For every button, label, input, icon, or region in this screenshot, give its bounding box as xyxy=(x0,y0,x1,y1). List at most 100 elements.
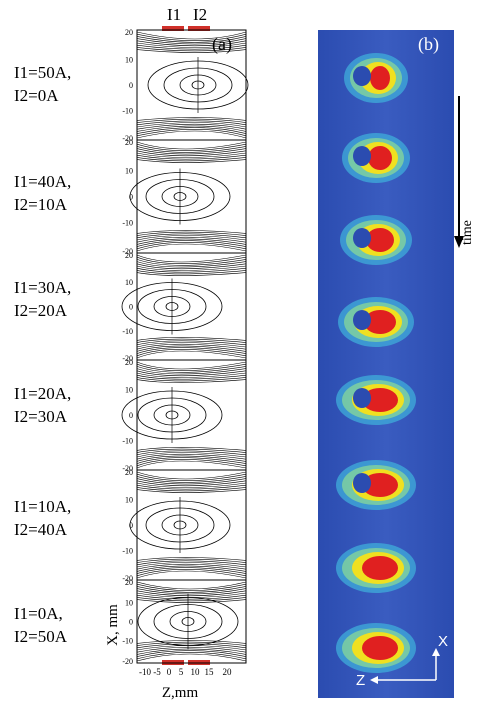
beam-core xyxy=(366,228,394,252)
field-line-bottom xyxy=(136,653,247,662)
row-2-i1: I1=40A, xyxy=(14,172,72,191)
field-line-top xyxy=(136,49,247,53)
field-line-bottom xyxy=(136,460,247,469)
field-line-top xyxy=(136,267,247,273)
field-line-top xyxy=(136,270,247,275)
field-line-top xyxy=(136,581,247,590)
y-tick-label: -20 xyxy=(122,354,133,363)
y-tick-label: 20 xyxy=(125,138,133,147)
y-tick-label: -10 xyxy=(122,436,133,445)
y-tick-label: -10 xyxy=(122,546,133,555)
y-tick-label: -20 xyxy=(122,247,133,256)
field-line-bottom xyxy=(136,450,247,456)
field-line-top xyxy=(136,154,247,160)
row-4-i2: I2=30A xyxy=(14,407,68,426)
beam-core xyxy=(362,473,398,497)
field-line-bottom xyxy=(136,447,247,451)
field-line-top xyxy=(136,146,247,153)
beam-hole xyxy=(353,66,371,86)
row-4-i1: I1=20A, xyxy=(14,384,72,403)
field-line-top xyxy=(136,363,247,371)
field-line-top xyxy=(136,272,247,276)
beam-hole xyxy=(353,388,371,408)
field-line-top xyxy=(136,361,247,370)
field-line-top xyxy=(136,597,247,602)
panel-b-letter: (b) xyxy=(418,34,439,54)
y-axis-label: X, mm xyxy=(105,604,121,646)
beam-hole xyxy=(353,146,371,166)
field-line-bottom xyxy=(136,127,247,134)
field-line-bottom xyxy=(136,557,247,561)
y-tick-label: 0 xyxy=(129,521,133,530)
field-line-bottom xyxy=(136,562,247,568)
x-axis-label: Z,mm xyxy=(162,685,199,701)
field-line-bottom xyxy=(136,118,247,123)
field-line-top xyxy=(136,478,247,485)
row-6-i1: I1=0A, xyxy=(14,604,63,623)
field-line-bottom xyxy=(136,123,247,130)
field-line-top xyxy=(136,42,247,48)
field-line-top xyxy=(136,586,247,593)
field-line-bottom xyxy=(136,243,247,252)
y-tick-label: 10 xyxy=(125,598,133,607)
panel-a-contours: I1 I220100-10-2020100-10-2020100-10-20201… xyxy=(105,5,249,701)
field-line-top xyxy=(136,374,247,380)
field-line-top xyxy=(136,148,247,155)
field-line-bottom xyxy=(136,565,247,572)
field-line-top xyxy=(136,159,247,163)
field-line-top xyxy=(136,40,247,47)
y-tick-label: -10 xyxy=(122,106,133,115)
row-5-i1: I1=10A, xyxy=(14,497,72,516)
x-tick-label: 15 xyxy=(205,667,215,677)
y-tick-label: 20 xyxy=(125,468,133,477)
y-tick-label: 10 xyxy=(125,56,133,65)
field-line-bottom xyxy=(136,646,247,653)
top-label-i2: I2 xyxy=(193,5,207,24)
field-line-top xyxy=(136,31,247,40)
field-line-bottom xyxy=(136,242,247,250)
beam-frame xyxy=(338,297,414,347)
x-tick-label: 10 xyxy=(191,667,201,677)
field-line-bottom xyxy=(136,453,247,460)
beam-hole xyxy=(353,228,371,248)
field-line-bottom xyxy=(136,130,247,139)
field-line-top xyxy=(136,379,247,383)
field-line-top xyxy=(136,368,247,375)
field-line-bottom xyxy=(136,558,247,563)
field-line-bottom xyxy=(136,350,247,359)
field-line-top xyxy=(136,476,247,483)
x-direction-arrowhead xyxy=(432,648,440,656)
field-line-bottom xyxy=(136,455,247,462)
beam-core xyxy=(362,636,398,660)
y-tick-label: -20 xyxy=(122,574,133,583)
field-line-top xyxy=(136,473,247,481)
beam-frame xyxy=(340,215,412,265)
field-line-top xyxy=(136,590,247,597)
y-tick-label: 20 xyxy=(125,28,133,37)
field-line-top xyxy=(136,588,247,595)
beam-frame xyxy=(344,53,408,103)
field-line-bottom xyxy=(136,347,247,354)
time-label: time xyxy=(460,220,475,245)
field-line-top xyxy=(136,152,247,158)
field-line-bottom xyxy=(136,125,247,132)
field-line-bottom xyxy=(136,122,247,128)
subplot-frame xyxy=(136,579,247,664)
row-3-i2: I2=20A xyxy=(14,301,68,320)
field-line-bottom xyxy=(136,338,247,343)
y-tick-label: 20 xyxy=(125,251,133,260)
field-line-top xyxy=(136,256,247,264)
field-line-top xyxy=(136,36,247,43)
field-line-top xyxy=(136,259,247,266)
y-tick-label: 10 xyxy=(125,167,133,176)
y-tick-label: 20 xyxy=(125,358,133,367)
field-line-top xyxy=(136,33,247,41)
field-line-top xyxy=(136,150,247,157)
field-line-bottom xyxy=(136,563,247,570)
beam-core xyxy=(362,388,398,412)
y-tick-label: 10 xyxy=(125,496,133,505)
field-line-top xyxy=(136,366,247,373)
field-line-bottom xyxy=(136,457,247,464)
beam-hole xyxy=(353,310,371,330)
